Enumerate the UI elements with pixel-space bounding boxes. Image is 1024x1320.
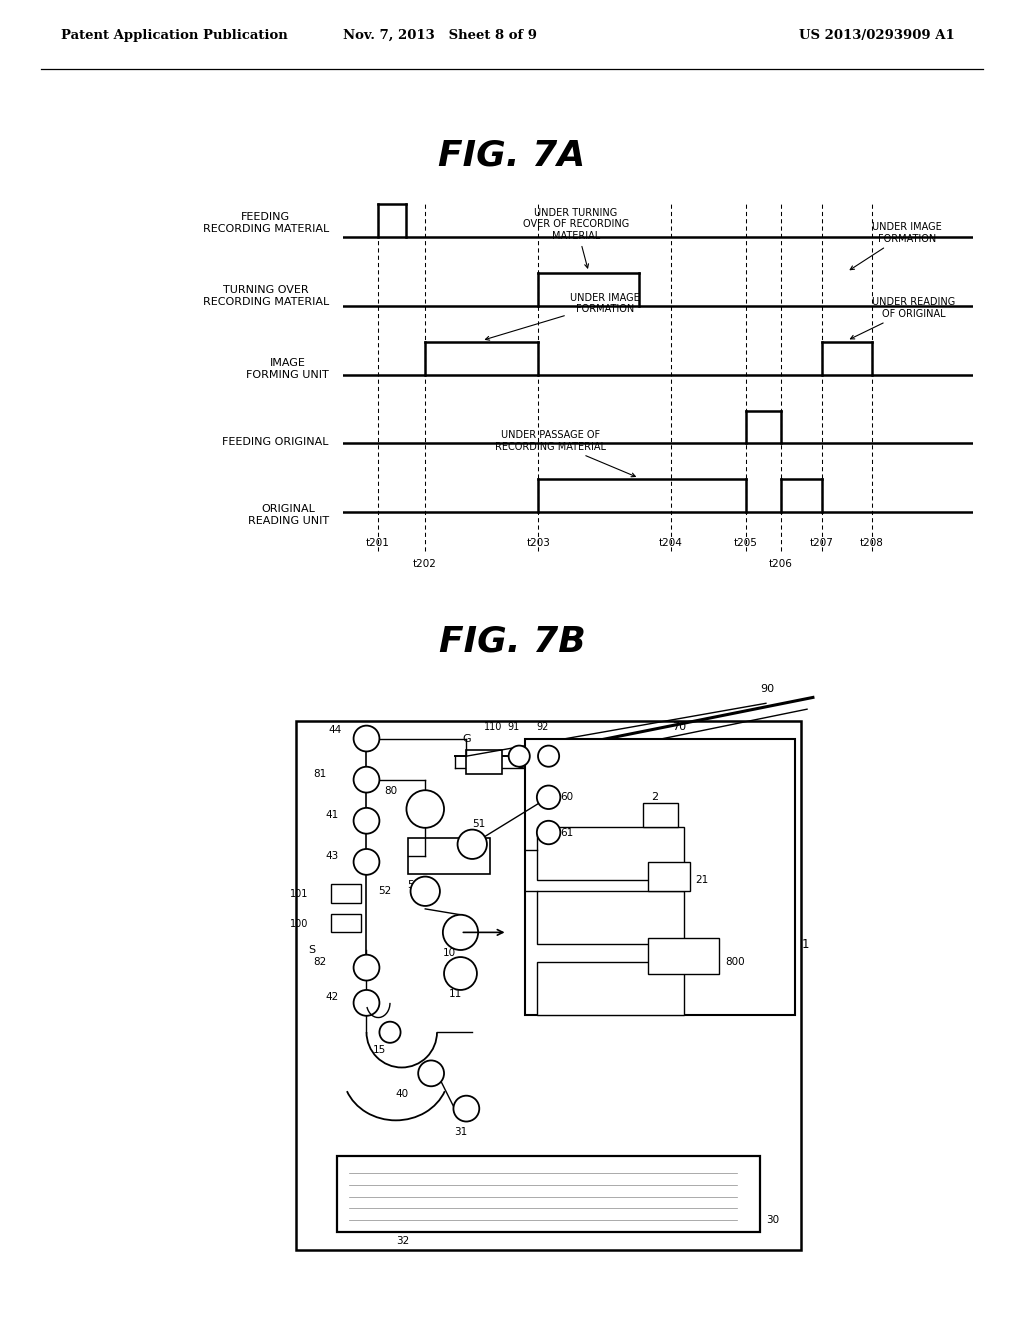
Circle shape [418, 1060, 444, 1086]
Circle shape [442, 915, 478, 950]
Text: UNDER IMAGE
FORMATION: UNDER IMAGE FORMATION [850, 222, 942, 269]
Text: UNDER TURNING
OVER OF RECORDING
MATERIAL: UNDER TURNING OVER OF RECORDING MATERIAL [523, 207, 629, 268]
Text: FIG. 7A: FIG. 7A [438, 139, 586, 173]
Circle shape [444, 957, 477, 990]
Circle shape [458, 829, 487, 859]
Bar [296, 721, 801, 1250]
Bar [537, 962, 684, 1015]
Bar [331, 884, 360, 903]
Circle shape [407, 791, 444, 828]
Text: 42: 42 [326, 993, 339, 1002]
Text: FEEDING ORIGINAL: FEEDING ORIGINAL [222, 437, 329, 447]
Bar [466, 750, 502, 774]
Circle shape [353, 726, 380, 751]
Text: FEEDING
RECORDING MATERIAL: FEEDING RECORDING MATERIAL [203, 213, 329, 234]
Text: 41: 41 [326, 810, 339, 820]
Text: 80: 80 [384, 787, 397, 796]
Circle shape [353, 767, 380, 792]
Text: 10: 10 [442, 948, 456, 958]
Circle shape [353, 849, 380, 875]
Text: 2: 2 [651, 792, 657, 803]
Text: TURNING OVER
RECORDING MATERIAL: TURNING OVER RECORDING MATERIAL [203, 285, 329, 306]
Text: t202: t202 [413, 560, 437, 569]
Text: 43: 43 [326, 851, 339, 861]
Text: UNDER READING
OF ORIGINAL: UNDER READING OF ORIGINAL [851, 297, 955, 339]
Text: 30: 30 [766, 1216, 779, 1225]
Text: 800: 800 [725, 957, 744, 966]
Text: t206: t206 [769, 560, 793, 569]
Bar [337, 1155, 760, 1232]
Text: 40: 40 [396, 1089, 409, 1100]
Bar [537, 891, 684, 944]
Text: UNDER PASSAGE OF
RECORDING MATERIAL: UNDER PASSAGE OF RECORDING MATERIAL [496, 430, 635, 477]
Bar [537, 826, 684, 879]
Circle shape [411, 876, 440, 906]
Text: 32: 32 [396, 1236, 410, 1246]
Bar [648, 862, 689, 891]
Text: 61: 61 [560, 828, 573, 837]
Text: 70: 70 [672, 722, 686, 731]
Text: US 2013/0293909 A1: US 2013/0293909 A1 [799, 29, 954, 42]
Text: t205: t205 [734, 539, 758, 548]
Circle shape [380, 1022, 400, 1043]
Text: G: G [462, 734, 471, 743]
Text: t204: t204 [658, 539, 682, 548]
Text: 110: 110 [484, 722, 503, 731]
Bar [643, 803, 678, 826]
Circle shape [353, 990, 380, 1016]
Text: t208: t208 [860, 539, 884, 548]
Text: 60: 60 [560, 792, 573, 803]
Text: 15: 15 [373, 1045, 386, 1055]
Bar [408, 838, 489, 874]
Text: 91: 91 [508, 722, 520, 731]
Circle shape [538, 746, 559, 767]
Text: 100: 100 [290, 919, 308, 928]
Text: 21: 21 [695, 875, 709, 884]
Text: UNDER IMAGE
FORMATION: UNDER IMAGE FORMATION [485, 293, 640, 341]
Text: 50: 50 [408, 880, 421, 891]
Bar [648, 939, 719, 974]
Text: t203: t203 [526, 539, 550, 548]
Bar [525, 739, 796, 1015]
Text: FIG. 7B: FIG. 7B [438, 624, 586, 659]
Text: 1: 1 [801, 937, 809, 950]
Text: t201: t201 [366, 539, 389, 548]
Text: ORIGINAL
READING UNIT: ORIGINAL READING UNIT [248, 504, 329, 525]
Circle shape [537, 785, 560, 809]
Text: S: S [308, 945, 315, 954]
Circle shape [537, 821, 560, 845]
Text: 31: 31 [455, 1127, 468, 1137]
Text: IMAGE
FORMING UNIT: IMAGE FORMING UNIT [246, 358, 329, 380]
Text: 11: 11 [449, 989, 462, 999]
Text: 82: 82 [313, 957, 327, 966]
Text: 44: 44 [329, 725, 342, 735]
Circle shape [353, 954, 380, 981]
Text: 90: 90 [760, 684, 774, 693]
Text: 92: 92 [537, 722, 549, 731]
Circle shape [509, 746, 529, 767]
Text: 81: 81 [313, 768, 327, 779]
Text: Patent Application Publication: Patent Application Publication [61, 29, 288, 42]
Text: t207: t207 [810, 539, 834, 548]
Text: Nov. 7, 2013   Sheet 8 of 9: Nov. 7, 2013 Sheet 8 of 9 [343, 29, 538, 42]
Text: 101: 101 [290, 888, 308, 899]
Circle shape [454, 1096, 479, 1122]
Text: 52: 52 [378, 886, 391, 896]
Text: 51: 51 [472, 818, 485, 829]
Circle shape [353, 808, 380, 834]
Bar [331, 913, 360, 932]
